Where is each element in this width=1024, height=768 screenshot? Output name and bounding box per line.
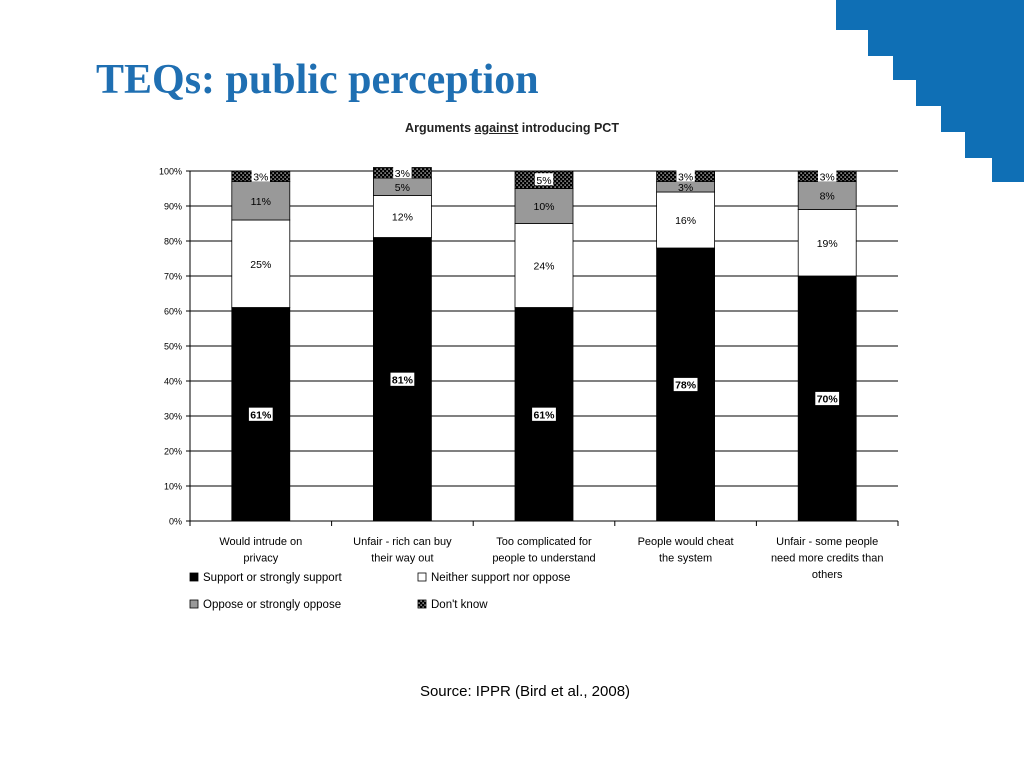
y-tick-label: 60%: [164, 307, 182, 317]
data-label-background: [531, 406, 557, 422]
data-label-background: [389, 371, 416, 387]
y-tick-label: 40%: [164, 377, 182, 387]
decorative-staircase-graphic: [836, 0, 1024, 182]
y-tick-label: 0%: [169, 517, 182, 527]
data-label-background: [248, 406, 274, 422]
chart-title-part-3: introducing PCT: [518, 121, 619, 135]
data-label-background: [818, 169, 837, 182]
y-tick-label: 90%: [164, 202, 182, 212]
data-label-background: [672, 377, 699, 392]
data-label: 3%: [820, 171, 835, 183]
data-label-background: [251, 169, 270, 182]
data-label-background: [676, 169, 695, 182]
y-tick-label: 10%: [164, 482, 182, 492]
y-tick-label: 80%: [164, 237, 182, 247]
category-label: Too complicated for people to understand: [492, 536, 595, 565]
data-label: 3%: [678, 182, 693, 194]
category-label-line: Would intrude on: [219, 536, 302, 548]
category-label: Unfair - rich can buy their way out: [353, 536, 452, 565]
bar-segment: [797, 209, 857, 277]
bar-segment: [514, 188, 574, 224]
category-label-line: Too complicated for: [496, 536, 592, 548]
data-label: 70%: [817, 394, 839, 406]
staircase-shape: [836, 0, 1024, 182]
data-label-background: [393, 166, 412, 179]
data-label: 5%: [395, 182, 410, 194]
legend-swatch: [189, 572, 199, 582]
data-label: 61%: [250, 409, 272, 421]
chart-title: Arguments against introducing PCT: [352, 121, 672, 135]
bar-segment: [797, 181, 857, 210]
category-label-line: Unfair - rich can buy: [353, 536, 452, 548]
category-label-line: others: [812, 569, 843, 581]
data-label-background: [534, 173, 554, 186]
category-label-line: people to understand: [492, 553, 595, 565]
category-label-line: need more credits than: [771, 553, 884, 565]
category-label-line: the system: [659, 553, 712, 565]
stacked-bar-chart: 0% 10% 20% 30% 40% 50% 60% 70% 80% 90% 100% 61% 25% 1…: [159, 166, 899, 611]
y-tick-label: 70%: [164, 272, 182, 282]
data-label: 8%: [820, 191, 835, 203]
data-label: 25%: [250, 259, 271, 271]
bar-segment: [372, 195, 432, 238]
legend-swatch: [417, 599, 427, 609]
source-citation: Source: IPPR (Bird et al., 2008): [419, 683, 631, 700]
bar-segment: [656, 191, 715, 249]
legend-label: Oppose or strongly oppose: [203, 599, 341, 611]
y-tick-label: 20%: [164, 447, 182, 457]
data-label: 61%: [533, 409, 555, 421]
category-label-line: their way out: [371, 553, 433, 565]
y-tick-label: 100%: [159, 167, 182, 177]
data-label: 12%: [392, 212, 413, 224]
y-tick-label: 50%: [164, 342, 182, 352]
bar-segment: [231, 219, 291, 308]
bar-segment: [231, 181, 291, 221]
data-label: 10%: [533, 201, 554, 213]
category-label-line: Unfair - some people: [776, 536, 878, 548]
data-label: 3%: [253, 171, 268, 183]
data-label: 5%: [536, 175, 551, 187]
category-label-line: People would cheat: [638, 536, 734, 548]
data-label-background: [814, 391, 840, 406]
data-label: 24%: [533, 261, 554, 273]
legend-swatch: [417, 572, 427, 582]
y-tick-label: 30%: [164, 412, 182, 422]
chart-title-part-1: Arguments: [405, 121, 475, 135]
category-label-line: privacy: [243, 553, 278, 565]
data-label: 81%: [392, 374, 414, 386]
category-label: Unfair - some people need more credits th…: [771, 536, 884, 581]
data-label: 78%: [675, 380, 697, 392]
data-label: 19%: [817, 238, 838, 250]
category-label: Would intrude on privacy: [219, 536, 302, 565]
legend-label: Don't know: [431, 599, 488, 611]
data-label: 3%: [678, 171, 693, 183]
data-label: 16%: [675, 215, 696, 227]
category-label: People would cheat the system: [638, 536, 734, 565]
chart-title-emphasis: against: [474, 121, 519, 135]
data-label: 11%: [251, 196, 271, 208]
data-label: 3%: [395, 168, 410, 180]
legend-swatch: [189, 599, 199, 609]
legend-label: Support or strongly support: [203, 572, 343, 584]
slide-title: TEQs: public perception: [96, 57, 539, 103]
legend-label: Neither support nor oppose: [431, 572, 570, 584]
